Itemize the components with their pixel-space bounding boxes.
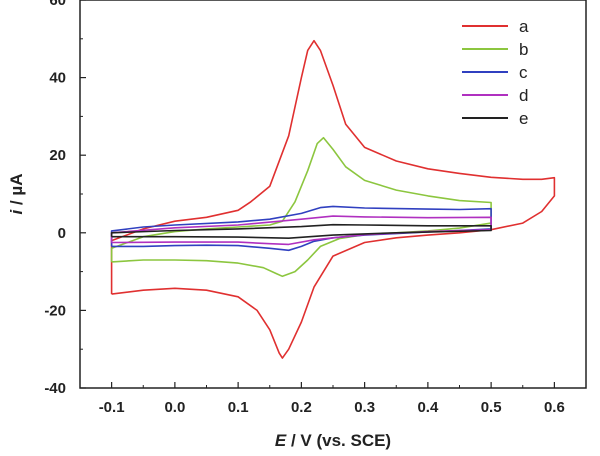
y-axis-title: i / µA [7,174,26,215]
plot-frame [79,0,587,389]
legend-label-b: b [519,40,528,59]
series-a-line [110,39,556,359]
series-c-line [110,205,492,252]
x-tick-label: 0.1 [228,399,249,416]
series-e-line [110,223,492,239]
x-tick-label: 0.5 [481,399,502,416]
x-tick-label: 0.0 [164,399,185,416]
series-d-line [110,215,492,246]
x-tick-label: 0.3 [354,399,375,416]
legend-label-d: d [519,86,528,105]
legend-label-a: a [519,17,529,36]
y-tick-label: -20 [44,302,66,319]
y-tick-label: 60 [49,0,66,9]
y-tick-label: 0 [58,225,66,242]
y-tick-label: 40 [49,70,66,87]
series-b-line [110,136,492,278]
y-tick-label: 20 [49,147,66,164]
x-tick-label: 0.2 [291,399,312,416]
legend-label-e: e [519,109,528,128]
x-tick-label: -0.1 [99,399,125,416]
series-layer [110,39,556,359]
x-axis-title: E / V (vs. SCE) [275,431,391,450]
y-tick-label: -40 [44,380,66,397]
legend-label-c: c [519,63,528,82]
ticks-layer: -0.1 0.0 0.1 0.2 0.3 0.4 0.5 0.6 -40 -20 0 20 40 60 [44,0,565,416]
x-tick-label: 0.6 [544,399,565,416]
x-tick-label: 0.4 [417,399,439,416]
